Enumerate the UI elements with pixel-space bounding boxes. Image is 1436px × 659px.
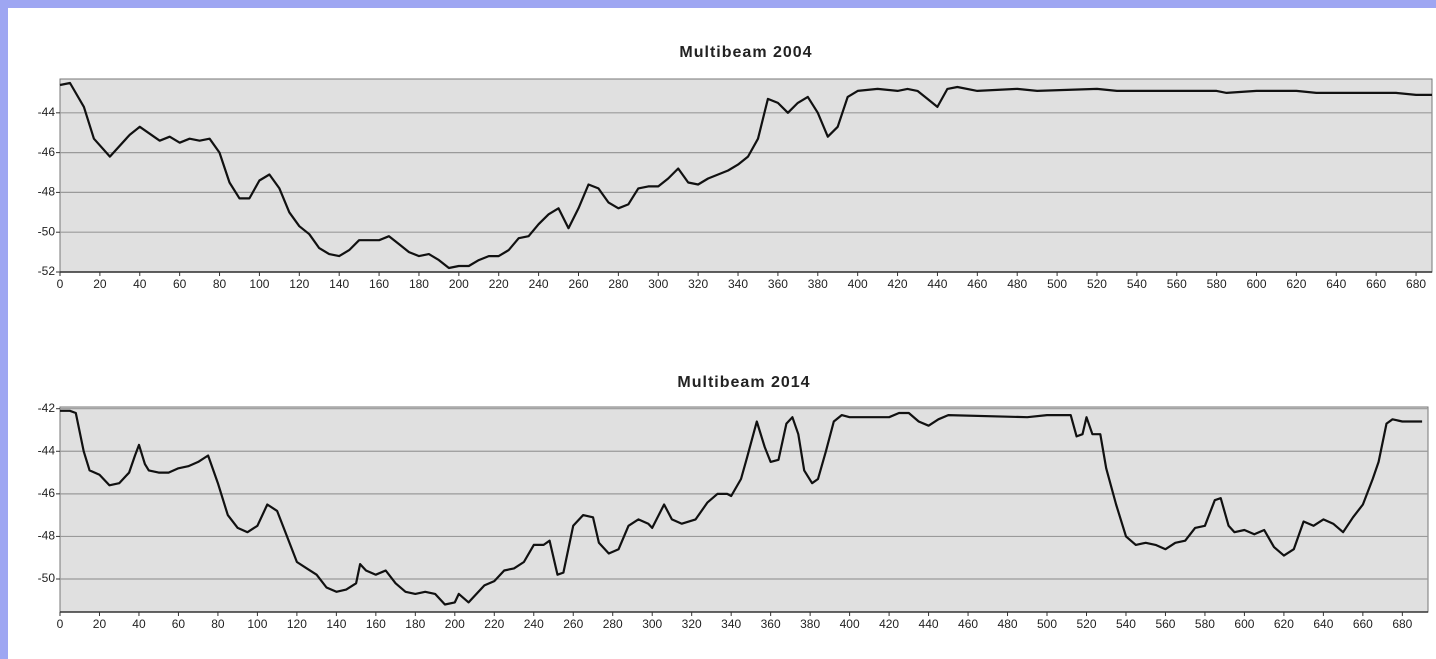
x-tick-label: 0 [57,277,64,291]
x-tick-label: 480 [998,617,1018,631]
x-tick-label: 400 [848,277,868,291]
data-line [59,81,1432,270]
x-tick-label: 360 [768,277,788,291]
x-tick-label: 80 [213,277,227,291]
x-tick-label: 40 [133,277,147,291]
x-tick-label: 300 [642,617,662,631]
x-tick-label: 200 [445,617,465,631]
x-tick-label: 420 [879,617,899,631]
x-tick-label: 220 [489,277,509,291]
x-tick-label: 260 [568,277,588,291]
x-tick-label: 420 [888,277,908,291]
x-tick-label: 320 [688,277,708,291]
x-tick-label: 380 [800,617,820,631]
x-tick-label: 20 [93,617,107,631]
chart-title: Multibeam 2004 [679,44,812,61]
y-tick-label: -46 [38,486,56,500]
x-tick-label: 520 [1076,617,1096,631]
x-tick-label: 180 [409,277,429,291]
x-tick-label: 180 [405,617,425,631]
x-tick-label: 500 [1047,277,1067,291]
x-tick-label: 560 [1155,617,1175,631]
plot-area [59,406,1429,613]
x-tick-label: 20 [93,277,107,291]
x-tick-label: 280 [603,617,623,631]
x-tick-label: 500 [1037,617,1057,631]
x-tick-label: 600 [1234,617,1254,631]
x-tick-label: 620 [1274,617,1294,631]
x-tick-label: 660 [1366,277,1386,291]
x-tick-label: 320 [682,617,702,631]
x-tick-label: 560 [1167,277,1187,291]
x-tick-label: 40 [132,617,146,631]
x-tick-label: 300 [648,277,668,291]
x-tick-label: 120 [287,617,307,631]
x-tick-label: 600 [1246,277,1266,291]
y-tick-label: -44 [38,105,56,119]
x-tick-label: 680 [1392,617,1412,631]
x-tick-label: 160 [369,277,389,291]
y-tick-label: -44 [38,443,56,457]
y-tick-label: -52 [38,264,56,278]
x-tick-label: 660 [1353,617,1373,631]
plot-area [59,78,1433,273]
x-tick-label: 460 [958,617,978,631]
y-tick-label: -48 [38,185,56,199]
x-tick-label: 520 [1087,277,1107,291]
data-line [60,409,1423,606]
x-tick-label: 340 [728,277,748,291]
y-tick-label: -50 [38,224,56,238]
x-tick-label: 440 [927,277,947,291]
x-tick-label: 540 [1127,277,1147,291]
x-tick-label: 340 [721,617,741,631]
x-tick-label: 200 [449,277,469,291]
x-tick-label: 280 [608,277,628,291]
x-tick-label: 620 [1286,277,1306,291]
x-tick-label: 100 [249,277,269,291]
x-tick-label: 80 [211,617,225,631]
y-tick-label: -46 [38,145,56,159]
x-tick-label: 60 [172,617,186,631]
x-tick-label: 220 [484,617,504,631]
x-tick-label: 140 [329,277,349,291]
x-tick-label: 580 [1207,277,1227,291]
chart-title: Multibeam 2014 [677,374,810,391]
x-tick-label: 240 [524,617,544,631]
x-tick-label: 460 [967,277,987,291]
x-tick-label: 240 [529,277,549,291]
y-tick-label: -42 [38,401,56,415]
x-tick-label: 540 [1116,617,1136,631]
x-tick-label: 400 [840,617,860,631]
x-tick-label: 120 [289,277,309,291]
x-tick-label: 640 [1313,617,1333,631]
x-tick-label: 100 [247,617,267,631]
x-tick-label: 160 [366,617,386,631]
x-tick-label: 0 [57,617,64,631]
x-tick-label: 480 [1007,277,1027,291]
x-tick-label: 640 [1326,277,1346,291]
x-tick-label: 380 [808,277,828,291]
y-tick-label: -48 [38,529,56,543]
x-tick-label: 60 [173,277,187,291]
x-tick-label: 680 [1406,277,1426,291]
x-tick-label: 140 [326,617,346,631]
x-tick-label: 580 [1195,617,1215,631]
x-tick-label: 440 [919,617,939,631]
x-tick-label: 360 [761,617,781,631]
y-tick-label: -50 [38,571,56,585]
x-tick-label: 260 [563,617,583,631]
